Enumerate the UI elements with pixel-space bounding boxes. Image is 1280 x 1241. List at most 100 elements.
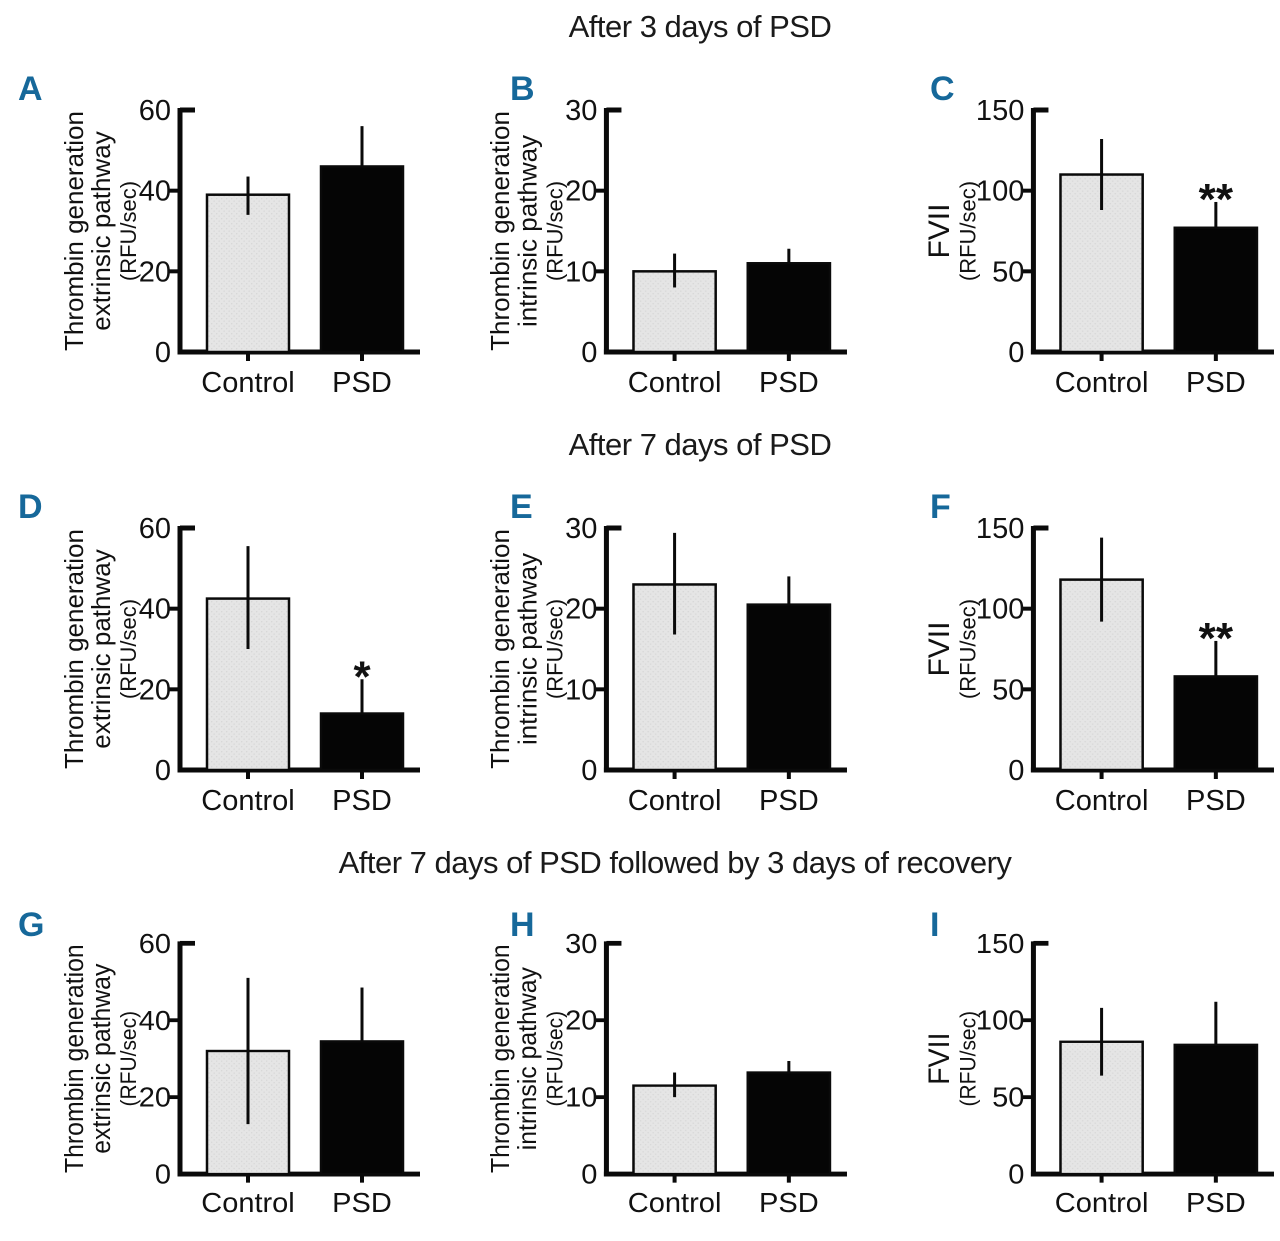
bar-control (205, 193, 291, 354)
row-3-panels: G 0 20 40 60 Thrombin generation extrinsic pat… (0, 888, 1280, 1237)
y-tick-label: 10 (565, 674, 597, 706)
panel-A: A 0 20 40 60 Thrombin generation extrinsic pat… (0, 52, 426, 418)
panel-letter-C: C (930, 70, 955, 108)
y-tick-label: 150 (976, 513, 1024, 545)
panel-E: E 0 10 20 30 Thrombin generation intrinsic pat… (426, 470, 853, 836)
y-tick-label: 30 (565, 95, 597, 127)
chart-C: 0 50 100 150 FVII (RFU/sec) Control PSD ** (923, 95, 1274, 399)
bar-psd (1173, 226, 1259, 354)
y-tick-label: 150 (976, 95, 1024, 127)
y-tick-label: 20 (139, 256, 171, 288)
y-tick-label: 60 (139, 513, 171, 545)
ylabel-line: Thrombin generation (485, 529, 515, 769)
ylabel-line: extrinsic pathway (86, 549, 116, 748)
y-tick-label: 0 (155, 755, 171, 787)
bar-psd (319, 1040, 405, 1176)
category-label: PSD (759, 785, 819, 817)
y-tick-label: 150 (976, 928, 1024, 959)
panel-letter-A: A (18, 70, 43, 108)
significance-marker: ** (1199, 175, 1234, 224)
bar-psd (1173, 675, 1259, 772)
category-label: Control (1055, 785, 1149, 817)
y-tick-label: 20 (139, 674, 171, 706)
ylabel-line: intrinsic pathway (512, 553, 542, 745)
panel-letter-G: G (18, 906, 44, 944)
bar-control (632, 1084, 717, 1176)
y-tick-label: 0 (155, 337, 171, 369)
ylabel-line: intrinsic pathway (512, 135, 542, 327)
panel-G: G 0 20 40 60 Thrombin generation extrinsic pat… (0, 888, 426, 1237)
ylabel-units: (RFU/sec) (543, 1011, 568, 1107)
y-tick-label: 50 (992, 1082, 1024, 1113)
category-label: Control (628, 367, 722, 399)
category-label: PSD (332, 367, 392, 399)
panel-C: C 0 50 100 150 FVII (RFU/sec) Control PSD ** (853, 52, 1280, 418)
category-label: PSD (1186, 1188, 1246, 1219)
y-tick-label: 10 (565, 1082, 597, 1113)
panel-letter-F: F (930, 488, 951, 526)
ylabel-line: extrinsic pathway (87, 963, 116, 1153)
y-tick-label: 100 (976, 1005, 1024, 1036)
y-tick-label: 0 (1008, 337, 1024, 369)
chart-F: 0 50 100 150 FVII (RFU/sec) Control PSD ** (923, 513, 1274, 817)
ylabel-line: intrinsic pathway (514, 967, 543, 1150)
bar-psd (319, 712, 405, 772)
ylabel-line: Thrombin generation (59, 111, 89, 351)
category-label: Control (201, 367, 295, 399)
panel-I: I 0 50 100 150 FVII (RFU/sec) Control PSD (853, 888, 1280, 1237)
row-after-recovery: After 7 days of PSD followed by 3 days o… (0, 836, 1280, 1237)
y-tick-label: 20 (565, 176, 597, 208)
ylabel-units: (RFU/sec) (955, 599, 980, 699)
category-label: PSD (1186, 367, 1246, 399)
y-tick-label: 100 (976, 176, 1024, 208)
row-after-7-days: After 7 days of PSD D 0 20 40 60 Thrombin gen… (0, 418, 1280, 836)
bar-psd (319, 165, 405, 354)
ylabel-units: (RFU/sec) (955, 181, 980, 281)
row-2-panels: D 0 20 40 60 Thrombin generation extrinsic pat… (0, 470, 1280, 836)
y-tick-label: 0 (581, 337, 597, 369)
category-label: Control (1055, 1188, 1149, 1219)
ylabel-units: (RFU/sec) (117, 1011, 142, 1107)
ylabel-units: (RFU/sec) (116, 599, 141, 699)
y-tick-label: 30 (565, 928, 597, 959)
y-tick-label: 100 (976, 594, 1024, 626)
row-title-1: After 3 days of PSD (568, 9, 832, 44)
bar-psd (746, 1071, 832, 1176)
ylabel-line: Thrombin generation (485, 111, 515, 351)
y-tick-label: 50 (992, 674, 1024, 706)
y-tick-label: 30 (565, 513, 597, 545)
category-label: Control (201, 1188, 294, 1219)
category-label: PSD (759, 1188, 819, 1219)
bar-psd (746, 262, 832, 354)
category-label: PSD (332, 1188, 392, 1219)
y-tick-label: 20 (565, 594, 597, 626)
ylabel-units: (RFU/sec) (116, 181, 141, 281)
panel-letter-D: D (18, 488, 43, 526)
ylabel-line: FVII (923, 622, 956, 677)
panel-B: B 0 10 20 30 Thrombin generation intrinsic pat… (426, 52, 853, 418)
y-tick-label: 60 (139, 928, 171, 959)
row-1-panels: A 0 20 40 60 Thrombin generation extrinsic pat… (0, 52, 1280, 418)
category-label: Control (628, 785, 722, 817)
y-tick-label: 0 (581, 1159, 597, 1190)
ylabel-line: extrinsic pathway (86, 131, 116, 330)
y-tick-label: 0 (1008, 1159, 1024, 1190)
panel-letter-H: H (510, 906, 535, 944)
ylabel-line: Thrombin generation (487, 944, 516, 1173)
row-after-3-days: After 3 days of PSD A 0 20 40 60 Thrombin gen… (0, 0, 1280, 418)
panel-letter-B: B (510, 70, 535, 108)
ylabel-units: (RFU/sec) (542, 599, 567, 699)
y-tick-label: 20 (139, 1082, 171, 1113)
row-title-3: After 7 days of PSD followed by 3 days o… (338, 845, 1012, 880)
panel-H: H 0 10 20 30 Thrombin generation intrinsic pat… (426, 888, 853, 1237)
y-tick-label: 40 (139, 594, 171, 626)
bar-psd (746, 603, 832, 772)
panel-letter-E: E (510, 488, 533, 526)
category-label: Control (628, 1188, 722, 1219)
